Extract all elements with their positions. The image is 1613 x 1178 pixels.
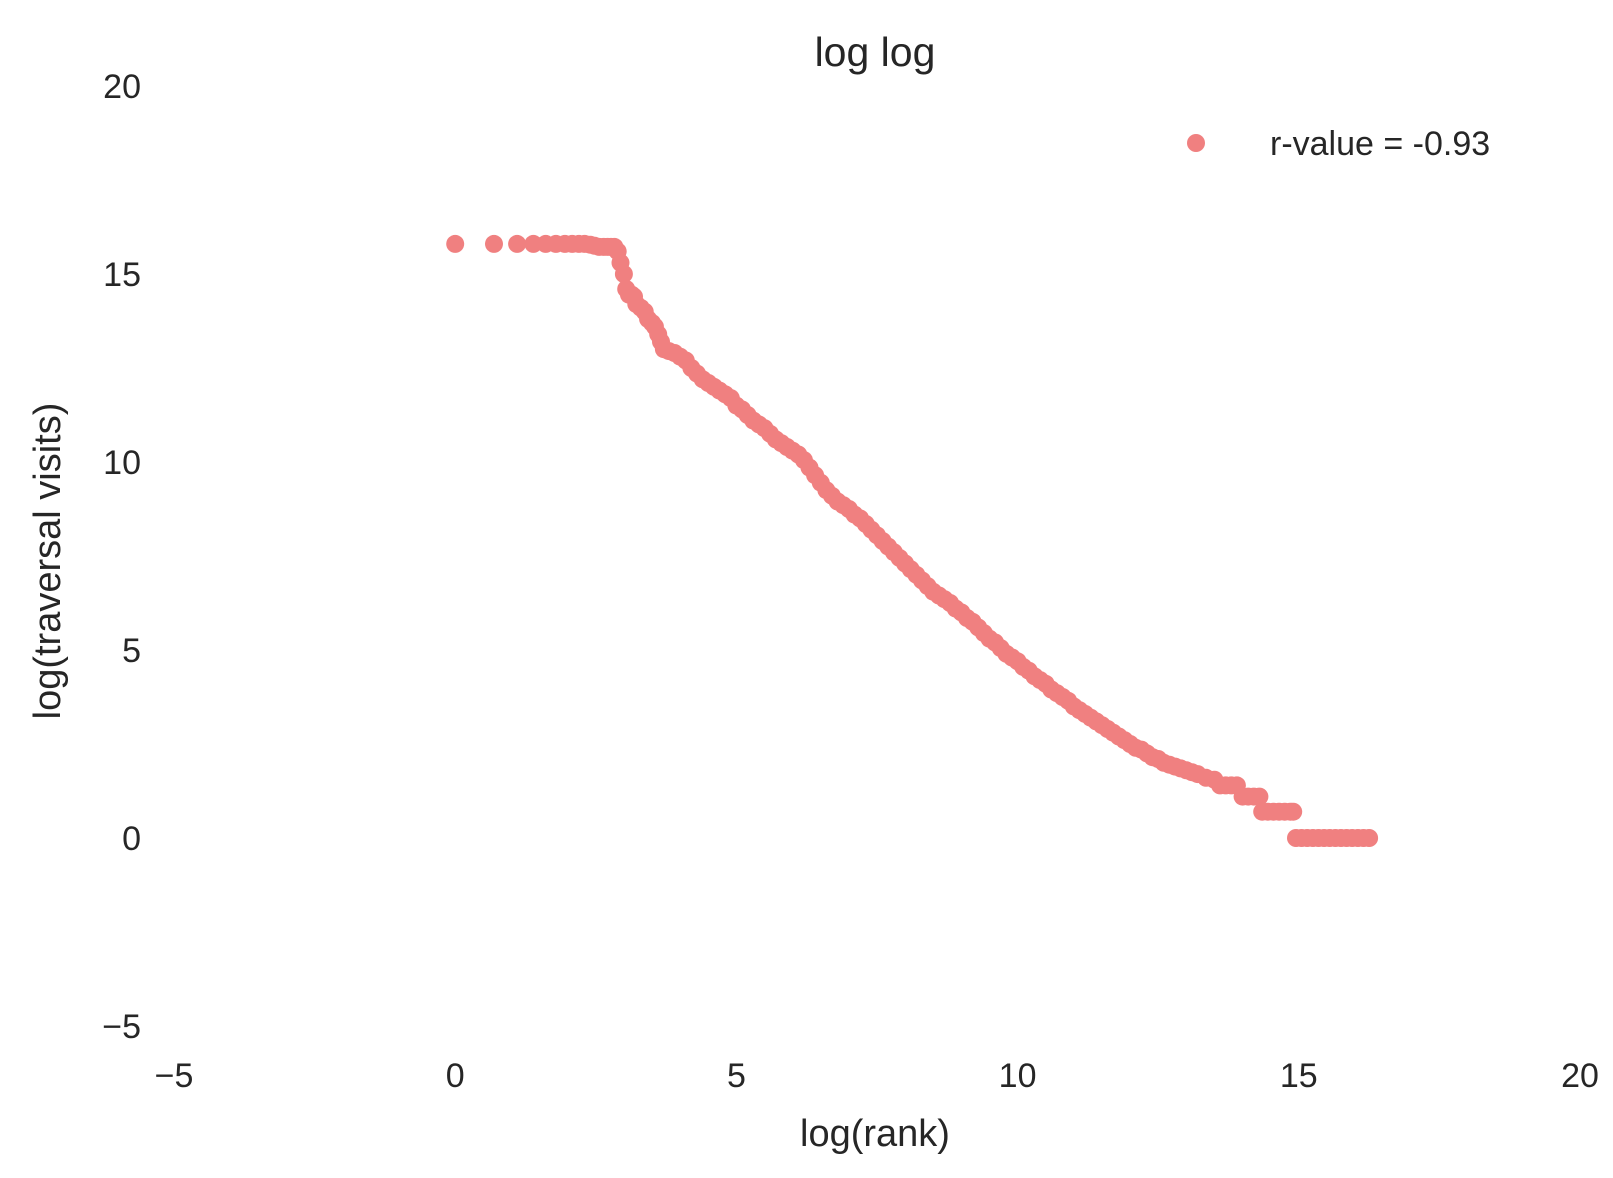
y-tick-label: −5 [102,1008,141,1046]
x-tick-label: 20 [1561,1057,1599,1095]
data-point [614,265,633,283]
x-tick-label: 10 [999,1057,1037,1095]
y-tick-label: 15 [103,256,141,294]
y-tick-labels: −5 0 5 10 15 20 [102,68,141,1046]
x-tick-labels: −5 0 5 10 15 20 [155,1057,1599,1095]
legend-label: r-value = -0.93 [1270,125,1490,163]
data-point [508,234,527,253]
y-tick-label: 10 [103,444,141,482]
x-tick-label: 15 [1280,1057,1318,1095]
data-point [1250,787,1269,806]
data-point [1360,829,1379,847]
x-axis-label: log(rank) [800,1113,950,1155]
y-tick-label: 5 [122,632,141,670]
data-point [1284,802,1303,821]
x-tick-label: −5 [155,1057,194,1095]
legend-marker [1187,134,1205,152]
y-tick-label: 20 [103,68,141,106]
x-tick-label: 5 [727,1057,746,1095]
data-point [446,234,465,253]
legend: r-value = -0.93 [1187,125,1490,163]
x-tick-label: 0 [446,1057,465,1095]
data-point [524,234,543,253]
y-axis-label: log(traversal visits) [27,403,69,720]
y-tick-label: 0 [122,820,141,858]
chart-title: log log [815,29,936,75]
data-points [446,234,1379,847]
data-point [485,234,503,253]
